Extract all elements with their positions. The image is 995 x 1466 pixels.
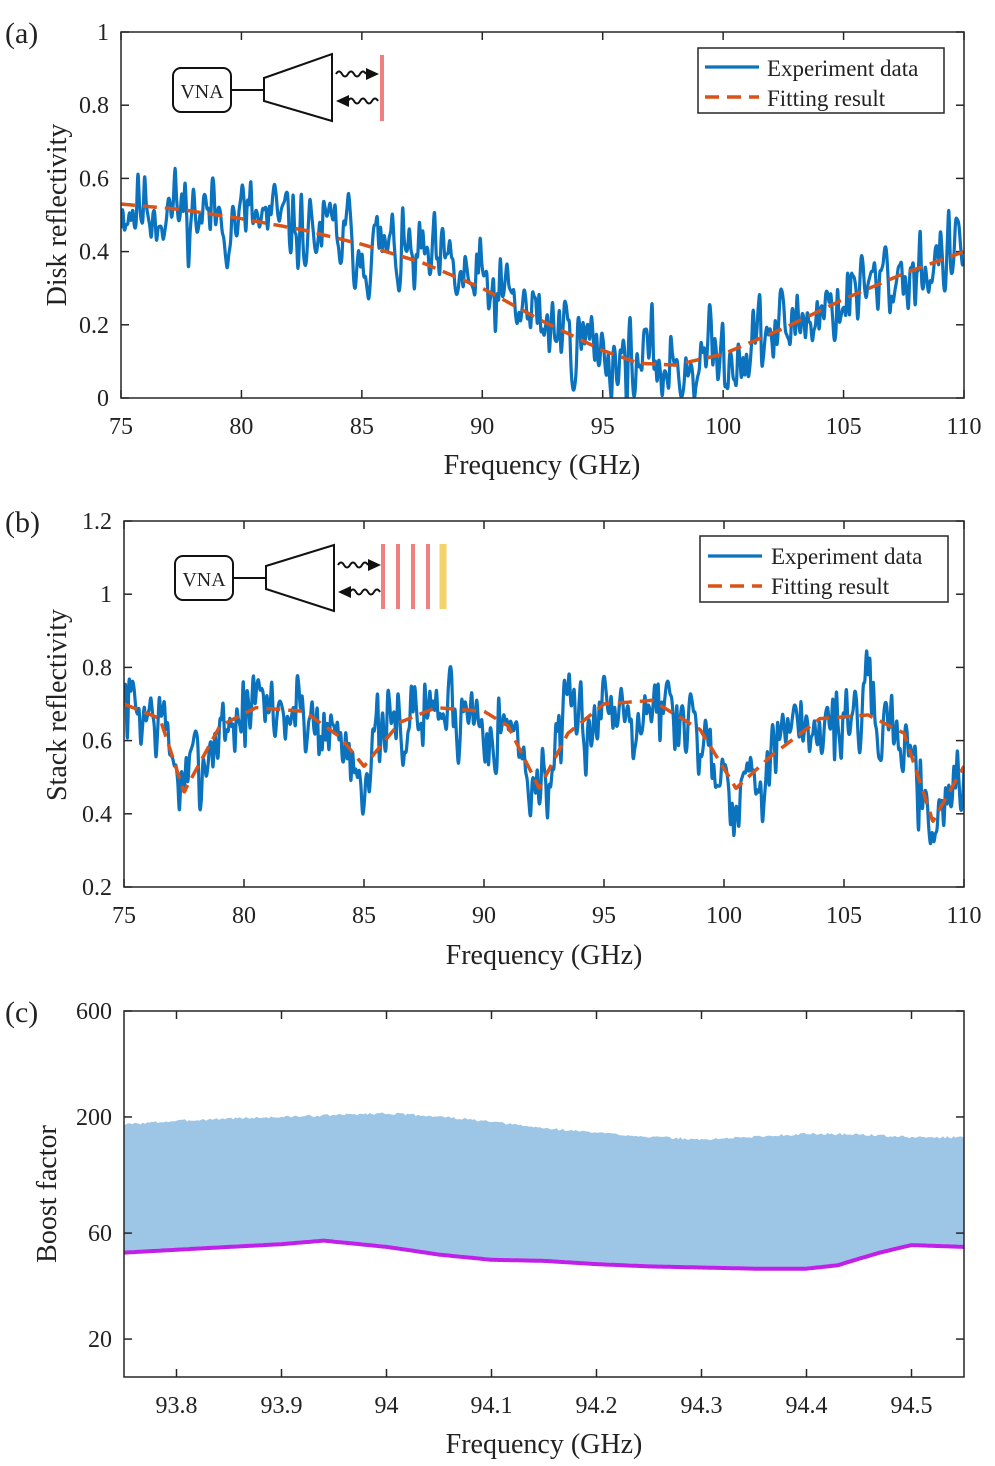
panel-a-x-label: Frequency (GHz) [444,450,641,481]
legend-fit-label: Fitting result [771,574,890,599]
y-tick-label: 20 [88,1327,112,1353]
x-tick-label: 105 [826,414,862,440]
x-tick-label: 75 [112,903,136,929]
vna-label: VNA [180,81,224,103]
y-tick-label: 1 [100,582,112,608]
panel-b-x-label: Frequency (GHz) [446,940,643,971]
panel-a: (a) 75 80 85 90 95 100 105 110 0 0.2 0.4 0.6 0.8 1 F… [5,17,982,481]
panel-b-y-label: Stack reflectivity [42,609,73,801]
x-tick-label: 94 [375,1393,399,1419]
y-tick-label: 60 [88,1221,112,1247]
legend-experiment-label: Experiment data [771,544,922,569]
horn-antenna-icon [265,543,335,613]
legend-fit-label: Fitting result [767,86,886,111]
y-tick-label: 600 [76,999,112,1025]
x-tick-label: 94.3 [681,1393,723,1419]
x-tick-label: 105 [826,903,862,929]
x-tick-label: 94.1 [471,1393,513,1419]
y-tick-label: 200 [76,1105,112,1131]
panel-c-x-label: Frequency (GHz) [446,1429,643,1460]
panel-b-inset-schematic: VNA [174,543,447,613]
y-tick-label: 0.8 [79,93,109,119]
panel-b-experiment-line [124,649,964,846]
panel-c-x-tick-labels: 93.8 93.9 94 94.1 94.2 94.3 94.4 94.5 [156,1393,933,1419]
panel-b-label: (b) [5,506,40,539]
y-tick-label: 0.2 [82,875,112,901]
y-tick-label: 1.2 [82,509,112,535]
x-tick-label: 85 [352,903,376,929]
x-tick-label: 75 [109,414,133,440]
horn-antenna-icon [263,52,333,123]
panel-c-boost-band [124,1112,964,1269]
x-tick-label: 110 [946,903,981,929]
x-tick-label: 110 [946,414,981,440]
x-tick-label: 95 [591,414,615,440]
panel-a-label: (a) [5,17,38,50]
panel-c-label: (c) [5,996,38,1029]
x-tick-label: 100 [706,903,742,929]
y-tick-label: 0.6 [79,166,109,192]
panel-c-y-tick-labels: 20 60 200 600 [76,999,112,1353]
x-tick-label: 93.8 [156,1393,198,1419]
panel-b-x-tick-labels: 75 80 85 90 95 100 105 110 [112,903,982,929]
legend-experiment-label: Experiment data [767,56,918,81]
y-tick-label: 0.4 [82,802,112,828]
x-tick-label: 94.4 [786,1393,828,1419]
x-tick-label: 93.9 [261,1393,303,1419]
panel-a-frame [120,31,965,399]
panel-c-lower-line [124,1238,964,1271]
panel-b-y-tick-labels: 0.2 0.4 0.6 0.8 1 1.2 [82,509,112,901]
x-tick-label: 94.2 [576,1393,618,1419]
panel-a-legend: Experiment data Fitting result [697,47,945,114]
y-tick-label: 1 [97,20,109,46]
x-tick-label: 95 [592,903,616,929]
x-tick-label: 90 [470,414,494,440]
panel-c-frame [123,1010,965,1378]
y-tick-label: 0.6 [82,729,112,755]
panel-c-y-label: Boost factor [32,1125,63,1263]
x-tick-label: 85 [350,414,374,440]
y-tick-label: 0.4 [79,240,109,266]
panel-a-y-tick-labels: 0 0.2 0.4 0.6 0.8 1 [79,20,109,412]
panel-b-frame [123,520,965,888]
x-tick-label: 80 [229,414,253,440]
panel-a-x-tick-labels: 75 80 85 90 95 100 105 110 [109,414,982,440]
panel-a-fit-line [121,202,964,367]
y-tick-label: 0.8 [82,655,112,681]
outgoing-wave-icon [335,70,367,78]
panel-a-experiment-line [121,166,964,398]
panel-b: (b) 75 80 85 90 95 100 105 110 0.2 0.4 0.6 0.8 1 1.2… [5,506,982,971]
panel-b-fit-line [124,698,964,823]
vna-label: VNA [182,569,226,591]
panel-a-y-label: Disk reflectivity [42,124,73,307]
reflected-wave-icon [347,97,379,105]
reflected-wave-icon [349,588,381,596]
outgoing-wave-icon [337,561,369,569]
x-tick-label: 90 [472,903,496,929]
y-tick-label: 0 [97,386,109,412]
panel-a-inset-schematic: VNA [172,52,384,123]
y-tick-label: 0.2 [79,313,109,339]
panel-c: (c) 93.8 93.9 94 94.1 94.2 94.3 94.4 94.5 20602… [5,996,965,1460]
disk-stack-icon [381,544,447,609]
x-tick-label: 94.5 [891,1393,933,1419]
x-tick-label: 100 [705,414,741,440]
panel-b-legend: Experiment data Fitting result [699,535,949,603]
x-tick-label: 80 [232,903,256,929]
